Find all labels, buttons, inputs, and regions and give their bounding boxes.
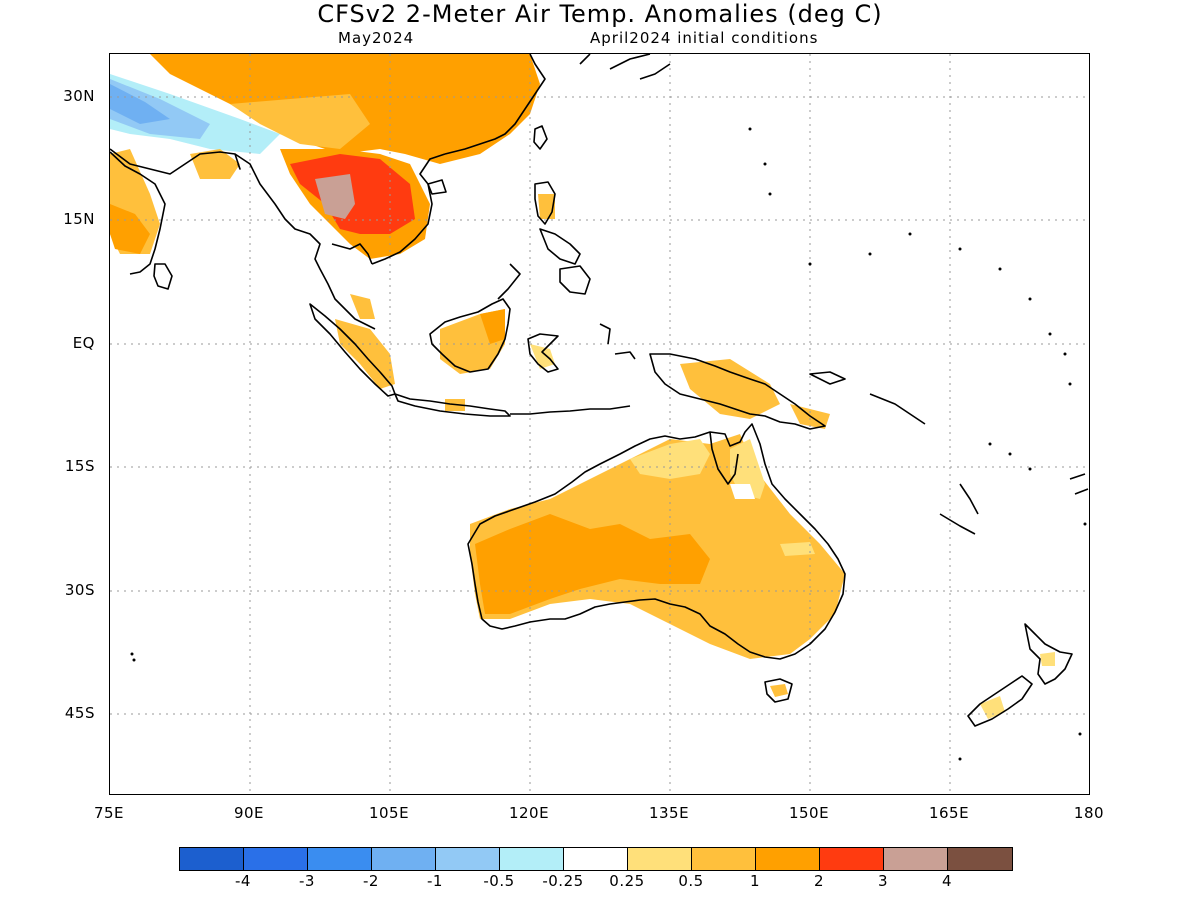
lon-label-120e: 120E <box>508 804 550 822</box>
legend-swatch <box>820 848 884 870</box>
lon-label-150e: 150E <box>788 804 830 822</box>
initial-conditions: April2024 initial conditions <box>590 29 819 47</box>
china-coast <box>444 54 546 155</box>
lon-label-75e: 75E <box>93 804 125 822</box>
legend-swatch <box>564 848 628 870</box>
legend-swatch <box>948 848 1012 870</box>
anomaly-shading <box>110 54 1055 719</box>
new-guinea <box>649 353 826 430</box>
borneo-core <box>480 309 505 344</box>
legend-label: -1 <box>427 872 443 890</box>
map-title: CFSv2 2-Meter Air Temp. Anomalies (deg C… <box>317 0 883 28</box>
mindanao <box>559 265 591 295</box>
anomaly-map <box>109 53 1090 795</box>
myanmar-coast <box>234 153 376 330</box>
lesser-sunda <box>510 405 631 415</box>
java <box>394 393 511 417</box>
graticule <box>110 54 1089 794</box>
india-coast <box>110 148 241 175</box>
legend-label: 0.25 <box>609 872 645 890</box>
vanuatu <box>959 483 979 515</box>
tasmania <box>764 678 793 703</box>
gulf-thailand <box>331 243 373 265</box>
qld-white-patch <box>730 484 755 499</box>
legend-label: -0.5 <box>483 872 515 890</box>
lat-label-15n: 15N <box>63 210 95 228</box>
indochina-coast <box>371 153 446 265</box>
visayas <box>539 228 581 265</box>
wa-warmer <box>475 514 710 614</box>
myanmar-very-hot <box>315 174 355 219</box>
north-coast-light <box>630 439 710 479</box>
png-warm <box>680 359 780 419</box>
legend-swatch <box>884 848 948 870</box>
lon-label-180: 180 <box>1073 804 1105 822</box>
lon-label-165e: 165E <box>928 804 970 822</box>
borneo <box>429 298 511 373</box>
legend-swatch <box>180 848 244 870</box>
lon-label-105e: 105E <box>368 804 410 822</box>
hainan <box>427 179 447 195</box>
taiwan <box>533 125 548 150</box>
tasmania-warm <box>770 684 788 697</box>
lat-label-15s: 15S <box>64 457 95 475</box>
legend-swatch <box>436 848 500 870</box>
sulawesi <box>527 333 559 373</box>
india-east-coast <box>110 151 166 275</box>
legend-swatch <box>628 848 692 870</box>
nz-north-light <box>1040 652 1055 666</box>
tibet-cool-mid <box>110 79 210 139</box>
malaya-warm <box>350 294 375 319</box>
nz-south <box>967 675 1033 727</box>
legend-swatch <box>500 848 564 870</box>
australia <box>467 423 846 660</box>
map-canvas <box>110 54 1089 794</box>
japan-islands <box>609 54 671 80</box>
legend-swatch <box>372 848 436 870</box>
lat-label-30s: 30S <box>64 581 95 599</box>
legend-label: -0.25 <box>542 872 584 890</box>
legend-label: -2 <box>363 872 379 890</box>
legend-label: 2 <box>813 872 825 890</box>
sri-lanka <box>153 263 173 290</box>
nz-north <box>1024 623 1073 685</box>
korea-coast <box>579 54 591 65</box>
solomons <box>869 393 926 425</box>
nz-light <box>980 696 1005 719</box>
coastlines <box>110 54 1089 727</box>
color-legend <box>179 847 1013 871</box>
legend-label: 1 <box>749 872 761 890</box>
legend-label: -3 <box>299 872 315 890</box>
lat-label-eq: EQ <box>72 334 95 352</box>
legend-swatch <box>756 848 820 870</box>
new-britain <box>809 371 846 385</box>
qld-light-patch <box>780 542 815 556</box>
lat-label-45s: 45S <box>64 704 95 722</box>
lon-label-90e: 90E <box>233 804 265 822</box>
sulawesi-warm <box>530 344 555 369</box>
legend-swatch <box>308 848 372 870</box>
moluccas <box>599 323 636 360</box>
legend-label: 4 <box>941 872 953 890</box>
china-light-band <box>230 94 370 149</box>
india-warm-2 <box>110 204 150 254</box>
tibet-cool-dark <box>110 84 170 124</box>
legend-swatch <box>692 848 756 870</box>
new-caledonia <box>939 513 976 535</box>
bangladesh-warm <box>190 149 240 179</box>
small-islands <box>130 127 1087 761</box>
gulf-carpentaria <box>709 431 739 485</box>
fiji <box>1069 473 1089 495</box>
legend-label: -4 <box>235 872 251 890</box>
forecast-month: May2024 <box>338 29 415 47</box>
luzon <box>534 181 556 225</box>
legend-label: 0.5 <box>678 872 704 890</box>
lat-label-30n: 30N <box>63 87 95 105</box>
legend-label: 3 <box>877 872 889 890</box>
legend-swatch <box>244 848 308 870</box>
palawan <box>497 263 521 300</box>
lon-label-135e: 135E <box>648 804 690 822</box>
